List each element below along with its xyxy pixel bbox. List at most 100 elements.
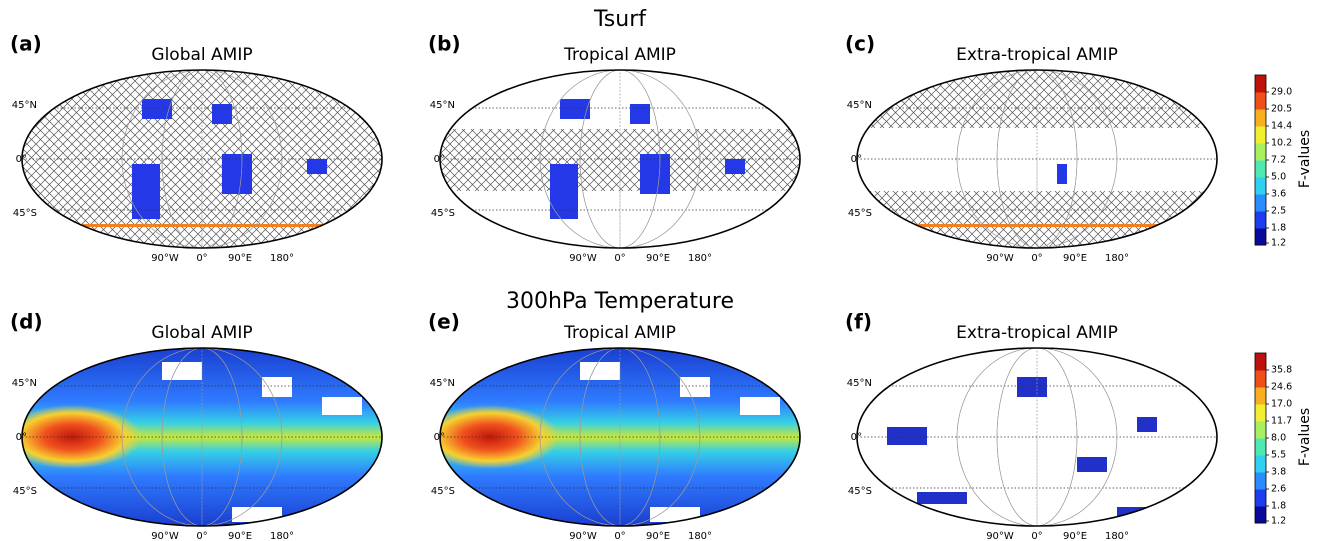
lat-label: 45°S <box>848 208 872 219</box>
blank-area <box>470 502 500 517</box>
map-content <box>440 348 800 526</box>
signal-strip <box>22 224 382 227</box>
lat-label: 45°S <box>848 486 872 497</box>
lat-label: 45°N <box>847 100 872 111</box>
lon-label: 90°E <box>228 531 252 541</box>
colorbar-swatch <box>1255 370 1266 388</box>
map-content <box>857 70 1217 248</box>
graticule <box>579 348 661 526</box>
map-border <box>439 347 801 527</box>
panel-title: Tropical AMIP <box>563 323 676 343</box>
map-content <box>440 70 800 248</box>
graticule <box>996 70 1078 248</box>
colorbar-tick-label: 1.2 <box>1271 516 1286 527</box>
lon-label: 0° <box>196 531 207 541</box>
graticule <box>161 70 243 248</box>
colorbar-tick-label: 2.6 <box>1271 484 1286 495</box>
colorbar-swatch <box>1255 353 1266 371</box>
panel-label: (d) <box>10 310 43 334</box>
signal-area <box>1117 507 1157 519</box>
colorbar-swatch <box>1255 194 1266 212</box>
colorbar-tick-label: 7.2 <box>1271 155 1286 166</box>
map-border <box>856 69 1218 249</box>
colorbar-tick-label: 3.8 <box>1271 467 1286 478</box>
lat-label: 45°N <box>12 378 37 389</box>
lon-label: 0° <box>196 253 207 264</box>
graticule <box>956 348 1118 526</box>
signal-area <box>560 99 590 119</box>
lon-label: 90°W <box>986 531 1014 541</box>
lon-label: 90°W <box>569 531 597 541</box>
lon-label: 90°W <box>151 253 179 264</box>
lon-label: 180° <box>1105 253 1129 264</box>
colorbar-label: F-values <box>1297 408 1313 466</box>
signal-area <box>550 164 578 219</box>
colorbar-swatch <box>1255 143 1266 161</box>
row-title: 300hPa Temperature <box>506 289 734 314</box>
blank-area <box>162 362 202 380</box>
colorbar-swatch <box>1255 211 1266 229</box>
lat-label: 45°N <box>430 378 455 389</box>
colorbar-swatch <box>1255 506 1266 524</box>
colorbar-swatch <box>1255 404 1266 422</box>
lat-label: 0° <box>851 154 862 165</box>
colorbar-swatch <box>1255 75 1266 93</box>
lon-label: 180° <box>1105 531 1129 541</box>
panel-label: (b) <box>428 32 461 56</box>
panel-label: (c) <box>845 32 875 56</box>
map-content <box>857 348 1217 526</box>
lon-label: 180° <box>270 531 294 541</box>
panel-title: Global AMIP <box>151 323 252 343</box>
colorbar-tick-label: 14.4 <box>1271 121 1292 132</box>
signal-area <box>917 492 967 504</box>
panel-title: Extra-tropical AMIP <box>956 323 1118 343</box>
map-content <box>22 348 382 526</box>
signal-area <box>142 99 172 119</box>
panel-title: Global AMIP <box>151 45 252 65</box>
map-panel: (e) Tropical AMIP 45°N 0° 45°S 90°W 0° 90°E 180° <box>428 310 801 541</box>
blank-area <box>262 377 292 397</box>
lon-label: 0° <box>614 253 625 264</box>
graticule <box>579 70 661 248</box>
lat-label: 45°S <box>13 208 37 219</box>
signal-area <box>307 159 327 174</box>
lon-label: 0° <box>1031 253 1042 264</box>
colorbar-swatch <box>1255 455 1266 473</box>
lon-label: 0° <box>1031 531 1042 541</box>
blank-area <box>322 397 362 415</box>
lat-label: 45°N <box>12 100 37 111</box>
signal-area <box>1137 417 1157 432</box>
colorbar-tick-label: 20.5 <box>1271 104 1292 115</box>
blank-area <box>52 502 82 517</box>
row-title: Tsurf <box>593 7 647 32</box>
lon-label: 180° <box>270 253 294 264</box>
panel-title: Tropical AMIP <box>563 45 676 65</box>
colorbar-tick-label: 8.0 <box>1271 433 1286 444</box>
lat-label: 45°S <box>431 486 455 497</box>
lat-label: 45°N <box>847 378 872 389</box>
lon-label: 0° <box>614 531 625 541</box>
colorbar-swatch <box>1255 438 1266 456</box>
lat-label: 0° <box>16 154 27 165</box>
lat-label: 45°S <box>431 208 455 219</box>
colorbar-swatch <box>1255 489 1266 507</box>
signal-area <box>887 427 927 445</box>
graticule <box>161 348 243 526</box>
graticule <box>121 70 283 248</box>
colorbar-tick-label: 10.2 <box>1271 138 1292 149</box>
blank-area <box>580 362 620 380</box>
colorbar-tick-label: 5.5 <box>1271 450 1286 461</box>
lon-label: 180° <box>688 253 712 264</box>
colorbar-swatch <box>1255 387 1266 405</box>
colorbar-tick-label: 29.0 <box>1271 87 1292 98</box>
blank-area <box>680 377 710 397</box>
lat-label: 0° <box>434 154 445 165</box>
map-panel: (a) Global AMIP 45°N 0° 45°S 90°W 0° 90°E 180° <box>10 32 383 264</box>
colorbar-tick-label: 5.0 <box>1271 172 1286 183</box>
colorbar-tick-label: 1.8 <box>1271 223 1286 234</box>
colorbar-tick-label: 3.6 <box>1271 189 1286 200</box>
lat-label: 45°N <box>430 100 455 111</box>
graticule <box>539 348 701 526</box>
blank-area <box>650 507 700 522</box>
